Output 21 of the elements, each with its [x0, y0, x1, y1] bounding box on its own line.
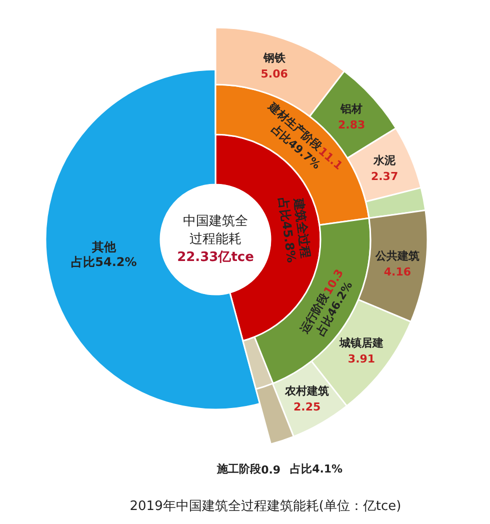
- category-label: 公共建筑: [374, 249, 420, 262]
- data-label: 2.25: [294, 400, 321, 414]
- category-label: 水泥: [372, 154, 397, 168]
- category-label: 铝材: [340, 102, 363, 116]
- data-label: 2.83: [338, 118, 366, 132]
- data-label: 3.91: [348, 352, 376, 366]
- text: 过程能耗: [190, 232, 242, 247]
- category-label: 城镇居建: [338, 336, 384, 350]
- text: 2019年中国建筑全过程建筑能耗(单位：亿tce): [130, 499, 402, 514]
- text: 中国建筑全: [183, 214, 248, 229]
- text: 占比4.1%: [290, 462, 343, 476]
- data-label: 占比54.2%: [71, 254, 137, 269]
- data-label: 5.06: [260, 68, 288, 81]
- category-label: 农村建筑: [284, 384, 330, 398]
- category-label: 施工阶段: [216, 462, 262, 476]
- data-label: 2.37: [370, 170, 398, 184]
- data-label: 4.16: [384, 265, 412, 278]
- data-label: 0.9: [261, 464, 281, 477]
- text: 22.33亿tce: [177, 250, 254, 265]
- category-label: 其他: [90, 240, 117, 254]
- category-label: 钢铁: [262, 52, 286, 65]
